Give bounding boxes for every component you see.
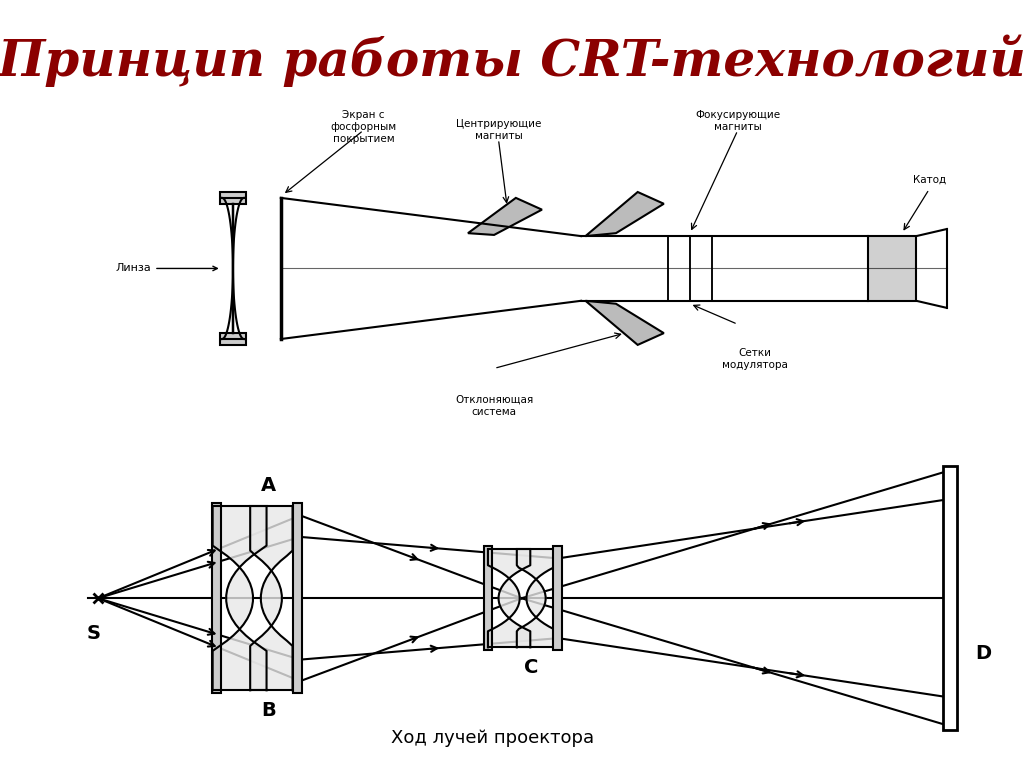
Text: Принцип работы CRT-технологий: Принцип работы CRT-технологий <box>0 35 1024 87</box>
Bar <box>220 192 246 204</box>
Polygon shape <box>250 506 293 690</box>
Bar <box>553 546 561 650</box>
Text: A: A <box>261 476 276 495</box>
Polygon shape <box>586 192 664 236</box>
Text: Катод: Катод <box>912 174 946 184</box>
Text: D: D <box>976 644 991 663</box>
Text: Ход лучей проектора: Ход лучей проектора <box>391 729 594 747</box>
Polygon shape <box>488 549 530 647</box>
Polygon shape <box>213 506 266 690</box>
Text: Отклоняющая
система: Отклоняющая система <box>455 395 534 417</box>
Text: Экран с
фосфорным
покрытием: Экран с фосфорным покрытием <box>331 110 396 144</box>
Bar <box>943 466 957 730</box>
Text: B: B <box>261 701 275 720</box>
Bar <box>212 503 221 693</box>
Text: Линза: Линза <box>116 263 217 274</box>
Polygon shape <box>586 301 664 345</box>
Bar <box>483 546 493 650</box>
Bar <box>868 236 916 301</box>
Text: Фокусирующие
магниты: Фокусирующие магниты <box>695 110 780 132</box>
Text: Сетки
модулятора: Сетки модулятора <box>722 348 788 370</box>
Text: Центрирующие
магниты: Центрирующие магниты <box>456 118 541 141</box>
Text: S: S <box>86 624 100 643</box>
Text: C: C <box>524 658 539 677</box>
Polygon shape <box>517 549 555 647</box>
Bar <box>293 503 302 693</box>
Polygon shape <box>468 198 542 235</box>
Bar <box>220 333 246 345</box>
